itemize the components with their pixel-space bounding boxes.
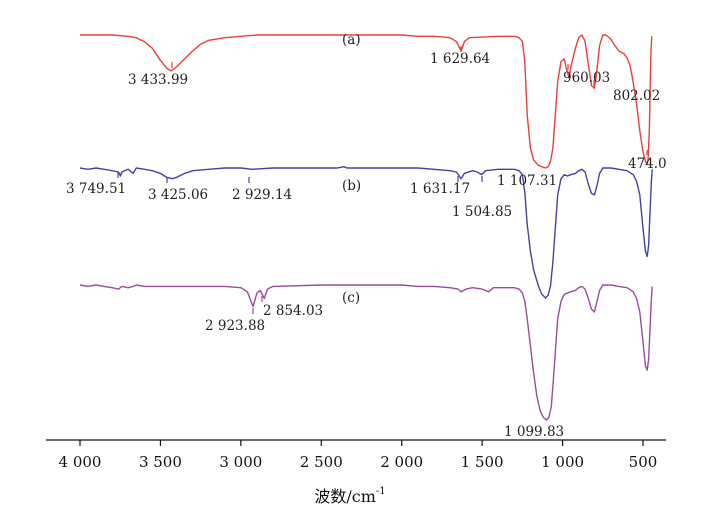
peak-label: 3 433.99 <box>128 72 188 88</box>
peak-label: 3 425.06 <box>148 187 208 203</box>
peak-label: 1 099.83 <box>504 424 564 440</box>
peak-label: 1 631.17 <box>410 181 470 197</box>
x-tick-label: 500 <box>629 453 658 471</box>
spectra-group <box>79 34 653 421</box>
peak-label: 802.02 <box>613 88 660 104</box>
peak-label: 2 923.88 <box>205 318 265 334</box>
peak-label: 2 854.03 <box>263 303 323 319</box>
x-tick-label: 2 500 <box>300 453 343 471</box>
x-tick-label: 1 000 <box>541 453 584 471</box>
peak-label: 1 504.85 <box>452 204 512 220</box>
peak-label: 2 929.14 <box>232 187 292 203</box>
x-tick-label: 3 000 <box>219 453 262 471</box>
series-label-c: (c) <box>342 290 360 306</box>
x-tick-label: 3 500 <box>139 453 182 471</box>
spectrum-c-line <box>79 284 653 421</box>
x-axis-title: 波数/cm-1 <box>314 486 385 506</box>
spectrum-a-line <box>80 34 653 169</box>
peak-label: 960.03 <box>563 70 610 86</box>
series-labels-group: (a) (b) (c) <box>342 32 361 306</box>
spectrum-b-line <box>79 166 653 299</box>
peak-label: 474.0 <box>628 156 667 172</box>
x-axis-title-text: 波数/cm <box>314 487 376 506</box>
x-axis-title-superscript: -1 <box>376 486 386 497</box>
x-axis: 4 000 3 500 3 000 2 500 2 000 1 500 1 000 500 <box>46 439 666 471</box>
series-label-a: (a) <box>342 32 361 48</box>
series-label-b: (b) <box>342 178 361 194</box>
x-tick-label: 2 000 <box>380 453 423 471</box>
x-tick-label: 4 000 <box>59 453 102 471</box>
peak-label: 1 107.31 <box>497 173 557 189</box>
x-tick-label: 1 500 <box>461 453 504 471</box>
peak-label: 1 629.64 <box>430 51 490 67</box>
peak-label: 3 749.51 <box>66 181 126 197</box>
